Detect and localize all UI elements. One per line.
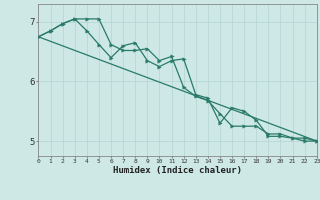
X-axis label: Humidex (Indice chaleur): Humidex (Indice chaleur) [113,166,242,175]
